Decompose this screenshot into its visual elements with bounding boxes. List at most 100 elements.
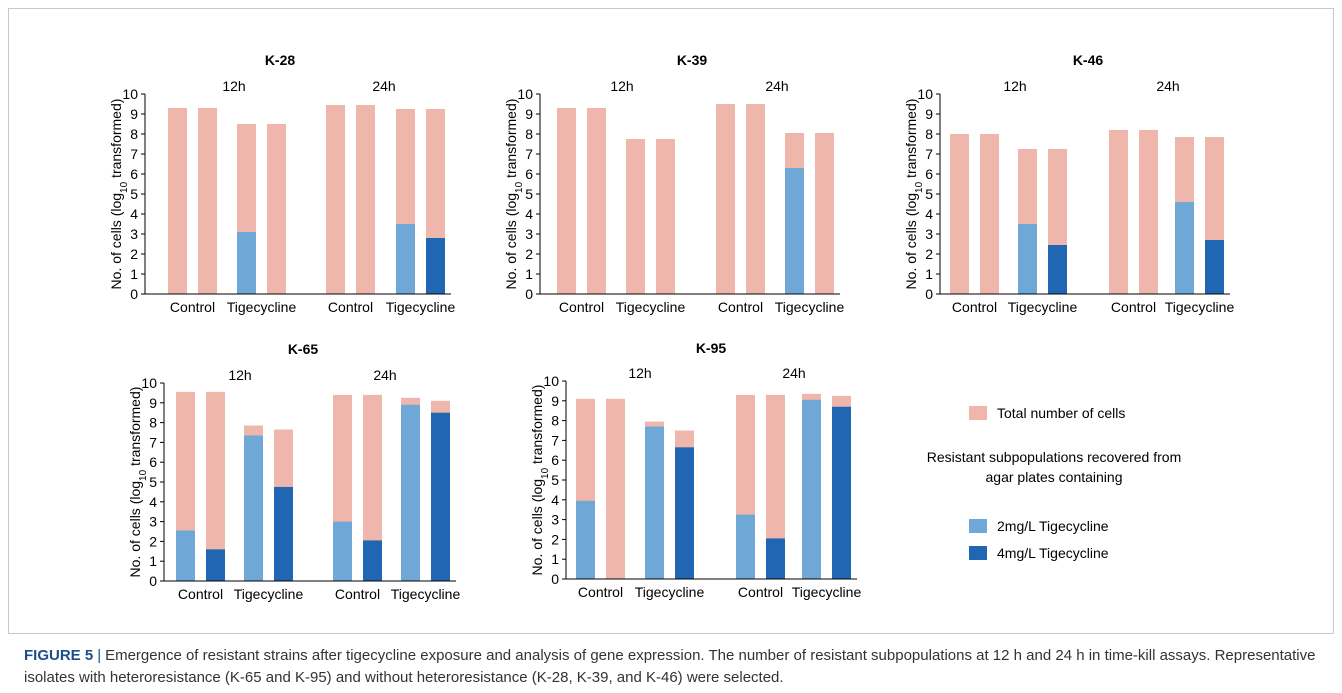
bar-resistant-4mg — [274, 486, 293, 581]
bar-total — [746, 104, 765, 294]
y-tick-label: 2 — [130, 246, 138, 262]
y-tick-label: 10 — [543, 373, 559, 389]
y-tick-label: 1 — [130, 266, 138, 282]
chart-title: K-95 — [696, 340, 727, 356]
y-tick-label: 8 — [130, 126, 138, 142]
y-tick-label: 4 — [130, 206, 138, 222]
bar-resistant-2mg — [396, 224, 415, 294]
y-tick-label: 7 — [925, 146, 933, 162]
chart-k-28: K-28 12h 24h 0 1 2 3 4 5 6 7 8 9 10 Control Tigecycline… — [108, 52, 455, 315]
caption-separator: | — [97, 647, 102, 664]
y-tick-label: 10 — [917, 86, 933, 102]
chart-k-39: K-39 12h 24h 0 1 2 3 4 5 6 7 8 9 10 Control Tigecycline… — [503, 52, 844, 315]
y-tick-label: 5 — [551, 472, 559, 488]
bar-total — [1109, 130, 1128, 294]
chart-title: K-65 — [288, 341, 319, 357]
y-tick-label: 8 — [149, 415, 157, 431]
chart-title: K-46 — [1073, 52, 1104, 68]
bar-resistant-2mg — [785, 168, 804, 294]
y-tick-label: 3 — [925, 226, 933, 242]
bar-resistant-2mg — [333, 521, 352, 581]
bar-total — [587, 108, 606, 294]
bar-resistant-2mg — [802, 399, 821, 579]
y-tick-label: 1 — [551, 551, 559, 567]
x-tick-label: Control — [559, 299, 604, 315]
y-tick-label: 10 — [141, 375, 157, 391]
y-tick-label: 8 — [551, 413, 559, 429]
x-tick-label: Tigecycline — [616, 299, 686, 315]
legend-swatch-4mg — [969, 546, 987, 560]
y-tick-label: 9 — [525, 106, 533, 122]
y-tick-label: 3 — [525, 226, 533, 242]
y-tick-label: 6 — [551, 452, 559, 468]
bar-total — [606, 398, 625, 579]
x-tick-label: Tigecycline — [792, 584, 862, 600]
bar-total — [198, 108, 217, 294]
y-tick-label: 8 — [925, 126, 933, 142]
y-tick-label: 5 — [130, 186, 138, 202]
y-tick-label: 10 — [122, 86, 138, 102]
time-label: 12h — [610, 78, 633, 94]
legend-label-4mg: 4mg/L Tigecycline — [997, 545, 1109, 561]
legend-label-2mg: 2mg/L Tigecycline — [997, 518, 1109, 534]
legend-label-total: Total number of cells — [997, 405, 1125, 421]
y-axis-label: No. of cells (log10 transformed) — [529, 385, 551, 576]
y-tick-label: 9 — [551, 393, 559, 409]
y-tick-label: 0 — [525, 286, 533, 302]
y-tick-label: 4 — [149, 494, 157, 510]
legend: Total number of cells Resistant subpopul… — [927, 405, 1181, 561]
y-tick-label: 1 — [149, 553, 157, 569]
legend-heading-line2: agar plates containing — [986, 469, 1123, 485]
y-axis-label: No. of cells (log10 transformed) — [108, 99, 130, 290]
bar-resistant-4mg — [1205, 240, 1224, 294]
y-axis-label: No. of cells (log10 transformed) — [903, 99, 925, 290]
bar-resistant-2mg — [401, 404, 420, 581]
x-tick-label: Control — [335, 586, 380, 602]
y-tick-label: 2 — [551, 531, 559, 547]
x-tick-label: Tigecycline — [227, 299, 297, 315]
legend-swatch-2mg — [969, 519, 987, 533]
y-tick-label: 0 — [149, 573, 157, 589]
bar-resistant-2mg — [244, 435, 263, 581]
y-tick-label: 6 — [149, 454, 157, 470]
y-tick-label: 6 — [525, 166, 533, 182]
bar-total — [766, 394, 785, 579]
y-tick-label: 1 — [525, 266, 533, 282]
y-axis-label: No. of cells (log10 transformed) — [127, 387, 149, 578]
figure-caption: FIGURE 5 | Emergence of resistant strains … — [24, 645, 1324, 689]
x-tick-label: Control — [738, 584, 783, 600]
chart-k-95: K-95 12h 24h 0 1 2 3 4 5 6 7 8 9 10 Control Tigecycline… — [529, 340, 861, 600]
bar-resistant-4mg — [431, 412, 450, 581]
time-label: 24h — [372, 78, 395, 94]
y-tick-label: 7 — [149, 434, 157, 450]
bar-total — [168, 108, 187, 294]
y-tick-label: 5 — [149, 474, 157, 490]
y-tick-label: 0 — [925, 286, 933, 302]
x-tick-label: Tigecycline — [234, 586, 304, 602]
legend-heading-line1: Resistant subpopulations recovered from — [927, 449, 1181, 465]
time-label: 12h — [628, 365, 651, 381]
time-label: 24h — [782, 365, 805, 381]
y-tick-label: 3 — [149, 514, 157, 530]
caption-label: FIGURE 5 — [24, 647, 94, 664]
x-tick-label: Control — [178, 586, 223, 602]
y-tick-label: 2 — [525, 246, 533, 262]
bar-resistant-2mg — [1018, 224, 1037, 294]
time-label: 24h — [1156, 78, 1179, 94]
bar-resistant-4mg — [206, 549, 225, 581]
x-tick-label: Control — [578, 584, 623, 600]
x-tick-label: Tigecycline — [386, 299, 456, 315]
y-tick-label: 4 — [525, 206, 533, 222]
x-tick-label: Control — [1111, 299, 1156, 315]
y-tick-label: 4 — [551, 492, 559, 508]
y-tick-label: 6 — [130, 166, 138, 182]
bar-total — [557, 108, 576, 294]
figure-frame — [8, 8, 1334, 634]
y-tick-label: 9 — [925, 106, 933, 122]
bar-total — [326, 105, 345, 294]
chart-title: K-39 — [677, 52, 708, 68]
y-axis-label: No. of cells (log10 transformed) — [503, 99, 525, 290]
y-tick-label: 7 — [551, 432, 559, 448]
x-tick-label: Control — [328, 299, 373, 315]
